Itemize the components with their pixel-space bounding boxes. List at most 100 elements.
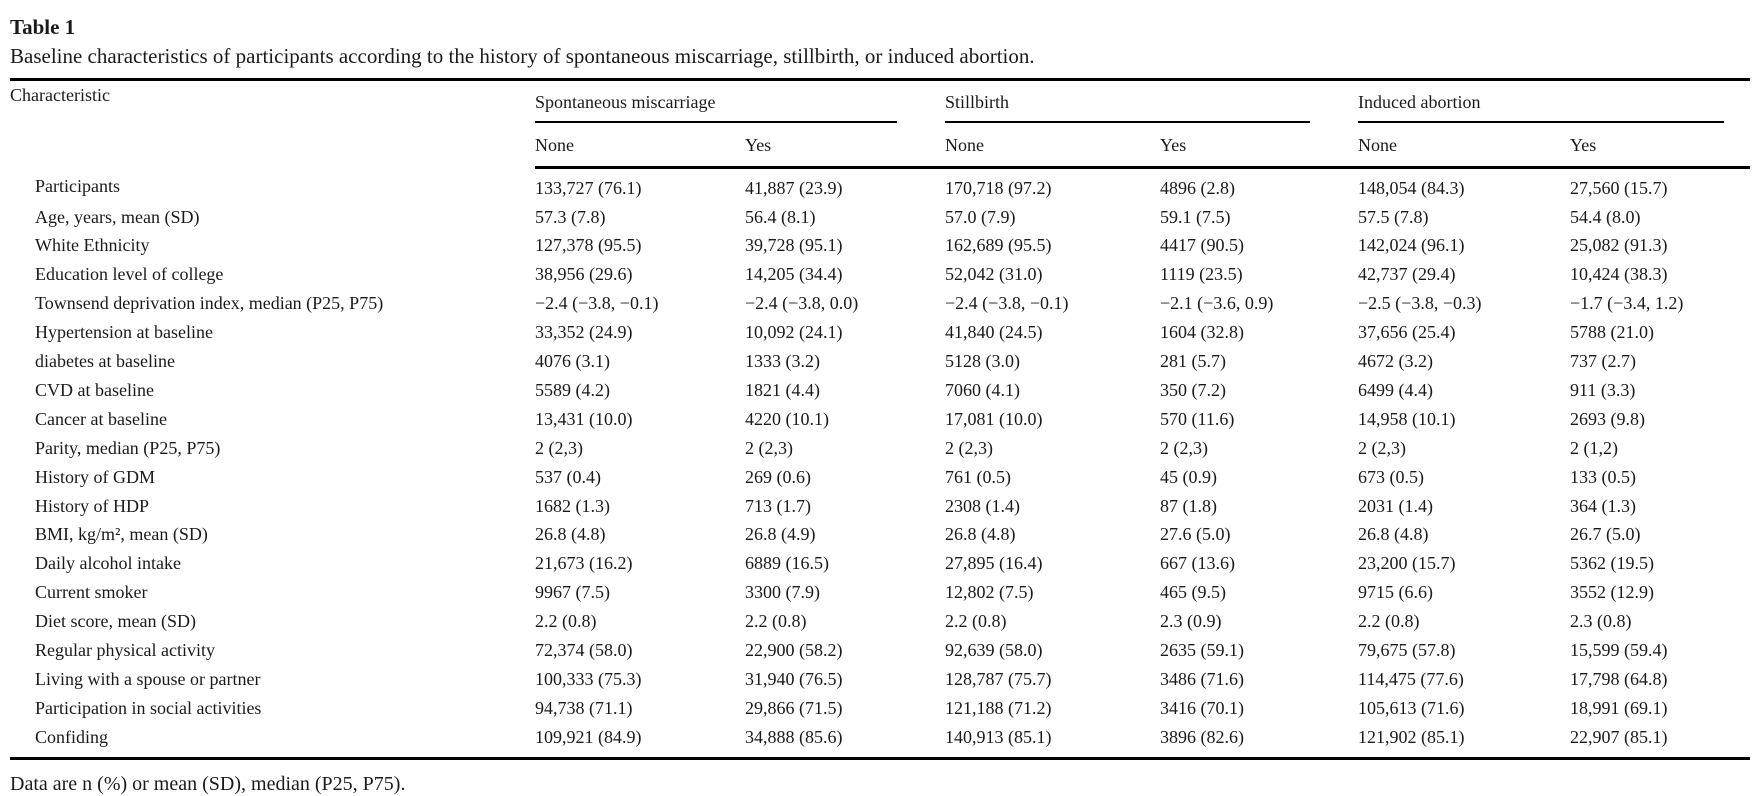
row-value: 2 (2,3) bbox=[1160, 437, 1209, 458]
row-value: 465 (9.5) bbox=[1160, 582, 1227, 603]
row-value: 15,599 (59.4) bbox=[1570, 640, 1668, 661]
row-label: Living with a spouse or partner bbox=[35, 669, 261, 689]
row-value: 162,689 (95.5) bbox=[945, 235, 1052, 256]
row-value: 31,940 (76.5) bbox=[745, 669, 843, 689]
group-label-stillbirth: Stillbirth bbox=[945, 81, 1311, 124]
group-header-stillbirth: Stillbirth bbox=[945, 79, 1358, 124]
row-value: 17,798 (64.8) bbox=[1570, 669, 1668, 689]
row-value: 27,560 (15.7) bbox=[1570, 177, 1668, 198]
row-value: 3896 (82.6) bbox=[1160, 726, 1245, 747]
row-value: −2.4 (−3.8, −0.1) bbox=[535, 293, 659, 314]
row-label: White Ethnicity bbox=[35, 235, 150, 256]
row-value: 4672 (3.2) bbox=[1358, 351, 1434, 372]
row-value: 56.4 (8.1) bbox=[745, 206, 816, 227]
row-label: Participation in social activities bbox=[35, 697, 262, 718]
row-label: Regular physical activity bbox=[35, 640, 215, 661]
subheader-ia-none: None bbox=[1358, 123, 1571, 169]
row-value: 45 (0.9) bbox=[1160, 466, 1218, 487]
row-label: History of GDM bbox=[35, 466, 155, 487]
table-row: Education level of college 38,956 (29.6) 1… bbox=[10, 260, 1750, 289]
row-value: 2693 (9.8) bbox=[1570, 408, 1646, 429]
row-value: 34,888 (85.6) bbox=[745, 726, 843, 747]
row-value: 673 (0.5) bbox=[1358, 466, 1425, 487]
row-value: 148,054 (84.3) bbox=[1358, 177, 1465, 198]
row-value: 142,024 (96.1) bbox=[1358, 235, 1465, 256]
row-value: 133,727 (76.1) bbox=[535, 177, 642, 198]
row-value: 121,188 (71.2) bbox=[945, 697, 1052, 718]
row-value: 22,900 (58.2) bbox=[745, 640, 843, 661]
row-value: 57.5 (7.8) bbox=[1358, 206, 1429, 227]
row-label: Cancer at baseline bbox=[35, 408, 167, 429]
row-value: 2.3 (0.8) bbox=[1570, 611, 1632, 632]
table-row: Confiding 109,921 (84.9) 34,888 (85.6) 140,… bbox=[10, 723, 1750, 758]
row-value: 79,675 (57.8) bbox=[1358, 640, 1456, 661]
row-value: 59.1 (7.5) bbox=[1160, 206, 1231, 227]
row-value: −2.1 (−3.6, 0.9) bbox=[1160, 293, 1274, 314]
row-value: 170,718 (97.2) bbox=[945, 177, 1052, 198]
row-value: 2 (1,2) bbox=[1570, 437, 1619, 458]
row-value: 23,200 (15.7) bbox=[1358, 553, 1456, 574]
group-label-induced-abortion: Induced abortion bbox=[1358, 81, 1725, 124]
table-row: Townsend deprivation index, median (P25,… bbox=[10, 289, 1750, 318]
group-header-induced-abortion: Induced abortion bbox=[1358, 79, 1750, 124]
table-row: Participants 133,727 (76.1) 41,887 (23.9) 1… bbox=[10, 167, 1750, 202]
row-value: 54.4 (8.0) bbox=[1570, 206, 1641, 227]
subheader-sb-yes: Yes bbox=[1160, 123, 1359, 169]
row-value: 13,431 (10.0) bbox=[535, 408, 633, 429]
row-value: 41,840 (24.5) bbox=[945, 322, 1043, 343]
table-header: Characteristic Spontaneous miscarriage S… bbox=[10, 79, 1751, 169]
row-value: 667 (13.6) bbox=[1160, 553, 1236, 574]
row-value: 140,913 (85.1) bbox=[945, 726, 1052, 747]
table-row: White Ethnicity 127,378 (95.5) 39,728 (95.… bbox=[10, 231, 1750, 260]
row-label: diabetes at baseline bbox=[35, 351, 175, 372]
row-value: 22,907 (85.1) bbox=[1570, 726, 1668, 747]
row-value: 350 (7.2) bbox=[1160, 379, 1227, 400]
table-caption: Baseline characteristics of participants… bbox=[10, 44, 1035, 69]
group-label-spontaneous-miscarriage: Spontaneous miscarriage bbox=[535, 81, 898, 124]
row-value: 72,374 (58.0) bbox=[535, 640, 633, 661]
row-value: 14,205 (34.4) bbox=[745, 264, 843, 285]
row-value: 1682 (1.3) bbox=[535, 495, 610, 516]
row-value: 27,895 (16.4) bbox=[945, 553, 1043, 574]
row-value: 33,352 (24.9) bbox=[535, 322, 633, 343]
row-value: 92,639 (58.0) bbox=[945, 640, 1043, 661]
row-value: 4220 (10.1) bbox=[745, 408, 829, 429]
table-row: History of GDM 537 (0.4) 269 (0.6) 761 (0.5… bbox=[10, 463, 1750, 492]
row-value: 737 (2.7) bbox=[1570, 351, 1637, 372]
row-value: 1119 (23.5) bbox=[1160, 264, 1243, 285]
row-label: History of HDP bbox=[35, 495, 150, 516]
row-value: 38,956 (29.6) bbox=[535, 264, 633, 285]
row-value: 57.0 (7.9) bbox=[945, 206, 1016, 227]
row-value: 1821 (4.4) bbox=[745, 379, 820, 400]
row-value: 6889 (16.5) bbox=[745, 553, 829, 574]
row-value: 39,728 (95.1) bbox=[745, 235, 843, 256]
row-value: 26.8 (4.9) bbox=[745, 524, 816, 545]
row-value: 128,787 (75.7) bbox=[945, 669, 1052, 689]
row-value: 1604 (32.8) bbox=[1160, 322, 1245, 343]
row-value: 2635 (59.1) bbox=[1160, 640, 1245, 661]
row-value: 3300 (7.9) bbox=[745, 582, 820, 603]
row-value: 27.6 (5.0) bbox=[1160, 524, 1231, 545]
row-value: 570 (11.6) bbox=[1160, 408, 1235, 429]
row-value: 29,866 (71.5) bbox=[745, 697, 843, 718]
row-value: −2.4 (−3.8, 0.0) bbox=[745, 293, 859, 314]
row-label: Townsend deprivation index, median (P25,… bbox=[35, 293, 384, 314]
row-value: 4417 (90.5) bbox=[1160, 235, 1245, 256]
row-value: 5788 (21.0) bbox=[1570, 322, 1655, 343]
group-header-row: Characteristic Spontaneous miscarriage S… bbox=[10, 79, 1750, 124]
row-value: 10,424 (38.3) bbox=[1570, 264, 1668, 285]
table-row: Parity, median (P25, P75) 2 (2,3) 2 (2,3) 2… bbox=[10, 434, 1750, 463]
row-value: 3552 (12.9) bbox=[1570, 582, 1655, 603]
table-row: Cancer at baseline 13,431 (10.0) 4220 (10.… bbox=[10, 405, 1750, 434]
row-value: 7060 (4.1) bbox=[945, 379, 1021, 400]
row-value: 109,921 (84.9) bbox=[535, 726, 642, 747]
row-value: 2.2 (0.8) bbox=[945, 611, 1007, 632]
table-row: Age, years, mean (SD) 57.3 (7.8) 56.4 (8.1… bbox=[10, 203, 1750, 232]
subheader-sb-none: None bbox=[945, 123, 1161, 169]
table-row: Daily alcohol intake 21,673 (16.2) 6889 (1… bbox=[10, 549, 1750, 578]
row-value: 52,042 (31.0) bbox=[945, 264, 1043, 285]
row-label: BMI, kg/m², mean (SD) bbox=[35, 524, 208, 545]
row-value: 911 (3.3) bbox=[1570, 379, 1636, 400]
row-value: 87 (1.8) bbox=[1160, 495, 1218, 516]
